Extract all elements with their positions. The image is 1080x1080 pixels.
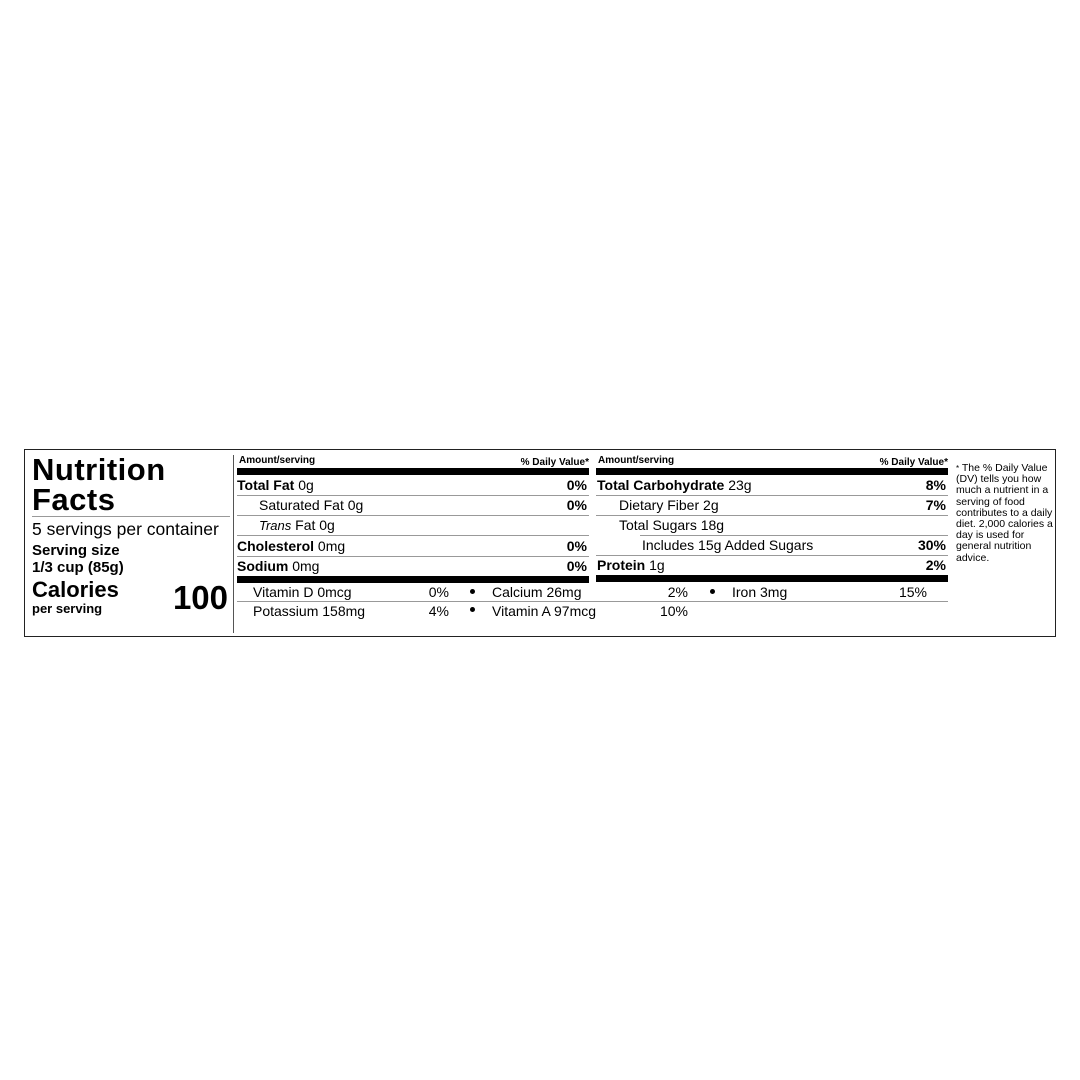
dv-saturated-fat: 0%	[566, 497, 587, 513]
nutrient-total-fat: Total Fat 0g	[237, 477, 314, 493]
thick-bar	[237, 576, 589, 583]
column-divider	[233, 455, 234, 633]
dv-header-right: % Daily Value*	[879, 457, 948, 468]
nutrient-protein: Protein 1g	[597, 557, 665, 573]
dv-dietary-fiber: 7%	[925, 497, 946, 513]
divider	[237, 535, 589, 536]
potassium-dv: 4%	[428, 603, 449, 619]
footnote: * The % Daily Value (DV) tells you how m…	[956, 462, 1053, 564]
calcium: Calcium 26mg	[492, 584, 582, 600]
vitamin-a-dv: 10%	[659, 603, 688, 619]
vitamin-a: Vitamin A 97mcg	[492, 603, 597, 619]
bullet-icon	[470, 607, 475, 612]
divider	[596, 495, 948, 496]
calcium-dv: 2%	[667, 584, 688, 600]
dv-sodium: 0%	[566, 558, 587, 574]
divider	[640, 535, 948, 536]
divider	[237, 601, 948, 602]
dv-cholesterol: 0%	[566, 538, 587, 554]
nutrient-cholesterol: Cholesterol 0mg	[237, 538, 346, 554]
dv-header: % Daily Value*	[520, 457, 589, 468]
nutrient-saturated-fat: Saturated Fat 0g	[259, 497, 364, 513]
thick-bar	[237, 468, 589, 475]
thick-bar	[596, 468, 948, 475]
bullet-icon	[710, 589, 715, 594]
nutrition-facts-panel	[24, 449, 1056, 637]
calories-label: Calories	[32, 577, 119, 602]
nutrient-trans-fat: Trans Fat 0g	[259, 517, 335, 533]
servings-per-container: 5 servings per container	[32, 519, 219, 539]
vitamin-d: Vitamin D 0mcg	[253, 584, 352, 600]
divider	[237, 556, 589, 557]
dv-total-fat: 0%	[566, 477, 587, 493]
thick-bar	[596, 575, 948, 582]
nutrient-sodium: Sodium 0mg	[237, 558, 320, 574]
divider	[237, 515, 589, 516]
divider	[596, 555, 948, 556]
potassium: Potassium 158mg	[253, 603, 366, 619]
dv-added-sugars: 30%	[917, 537, 946, 553]
dv-protein: 2%	[925, 557, 946, 573]
serving-size-value: 1/3 cup (85g)	[32, 559, 124, 576]
serving-size-label: Serving size	[32, 542, 120, 559]
amount-header: Amount/serving	[239, 455, 316, 466]
title-facts: Facts	[32, 482, 116, 517]
calories-sublabel: per serving	[32, 601, 103, 616]
calories-value: 100	[172, 579, 228, 616]
nutrient-added-sugars: Includes 15g Added Sugars	[642, 537, 814, 553]
bullet-icon	[470, 589, 475, 594]
amount-header-right: Amount/serving	[598, 455, 675, 466]
vitamin-d-dv: 0%	[428, 584, 449, 600]
nutrient-total-sugars: Total Sugars 18g	[619, 517, 725, 533]
nutrient-dietary-fiber: Dietary Fiber 2g	[619, 497, 719, 513]
title-nutrition: Nutrition	[32, 452, 166, 487]
dv-total-carbohydrate: 8%	[925, 477, 946, 493]
iron-dv: 15%	[898, 584, 927, 600]
divider	[32, 516, 230, 517]
divider	[596, 515, 948, 516]
nutrient-total-carbohydrate: Total Carbohydrate 23g	[597, 477, 752, 493]
iron: Iron 3mg	[732, 584, 788, 600]
divider	[237, 495, 589, 496]
